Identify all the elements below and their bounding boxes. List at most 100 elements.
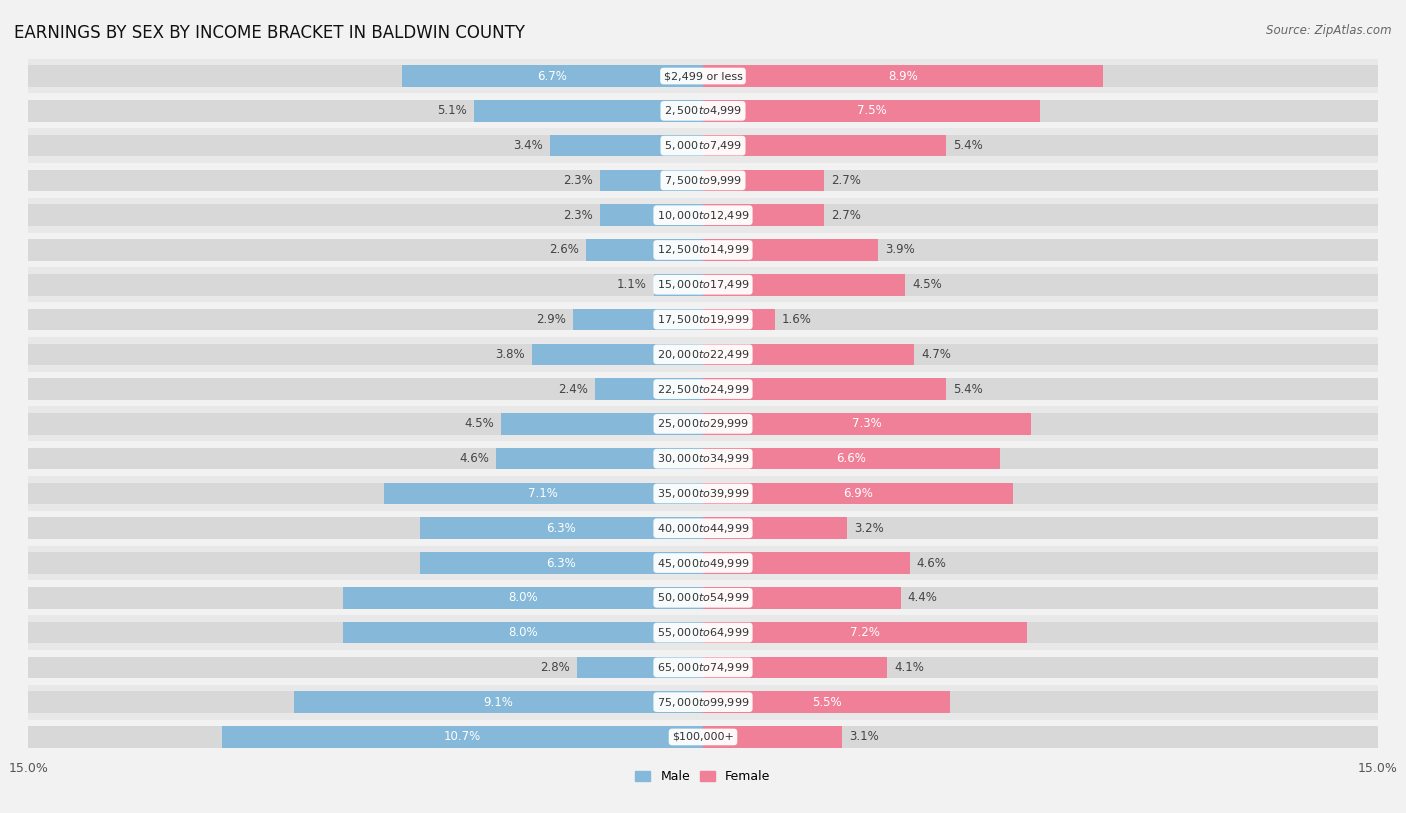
Bar (28, 476, 1378, 511)
Text: 4.4%: 4.4% (908, 591, 938, 604)
Bar (28, 239, 703, 261)
Bar (28, 344, 703, 365)
Bar (28, 309, 703, 330)
Bar (28, 448, 703, 469)
Bar (28, 378, 703, 400)
Text: $12,500 to $14,999: $12,500 to $14,999 (657, 243, 749, 256)
Text: 5.4%: 5.4% (953, 383, 983, 396)
Bar (28, 657, 703, 678)
Bar (28, 726, 703, 748)
Bar (28, 406, 1378, 441)
Bar (550, 135, 703, 156)
Text: 6.3%: 6.3% (547, 522, 576, 535)
Text: 8.0%: 8.0% (508, 626, 538, 639)
Text: 3.8%: 3.8% (496, 348, 526, 361)
Bar (419, 552, 703, 574)
Text: $17,500 to $19,999: $17,500 to $19,999 (657, 313, 749, 326)
Text: $40,000 to $44,999: $40,000 to $44,999 (657, 522, 749, 535)
Bar (703, 448, 1000, 469)
Text: 6.3%: 6.3% (547, 557, 576, 570)
Text: $5,000 to $7,499: $5,000 to $7,499 (664, 139, 742, 152)
Bar (28, 685, 1378, 720)
Bar (28, 204, 703, 226)
Bar (654, 274, 703, 296)
Bar (28, 483, 703, 504)
Bar (28, 615, 1378, 650)
Text: 6.7%: 6.7% (537, 70, 567, 83)
Text: 4.6%: 4.6% (917, 557, 946, 570)
Bar (599, 170, 703, 191)
Bar (703, 691, 950, 713)
Text: 7.1%: 7.1% (529, 487, 558, 500)
Text: 2.9%: 2.9% (536, 313, 565, 326)
Bar (586, 239, 703, 261)
Text: $55,000 to $64,999: $55,000 to $64,999 (657, 626, 749, 639)
Bar (384, 483, 703, 504)
Bar (28, 546, 1378, 580)
Bar (703, 100, 1378, 122)
Text: 6.6%: 6.6% (837, 452, 866, 465)
Text: 3.9%: 3.9% (886, 243, 915, 256)
Bar (402, 65, 703, 87)
Bar (28, 65, 703, 87)
Legend: Male, Female: Male, Female (630, 765, 776, 789)
Bar (572, 309, 703, 330)
Bar (703, 274, 905, 296)
Bar (703, 204, 1378, 226)
Text: EARNINGS BY SEX BY INCOME BRACKET IN BALDWIN COUNTY: EARNINGS BY SEX BY INCOME BRACKET IN BAL… (14, 24, 524, 42)
Bar (703, 344, 1378, 365)
Bar (703, 65, 1378, 87)
Bar (28, 511, 1378, 546)
Text: $10,000 to $12,499: $10,000 to $12,499 (657, 209, 749, 222)
Text: 2.4%: 2.4% (558, 383, 588, 396)
Bar (28, 441, 1378, 476)
Bar (703, 344, 914, 365)
Bar (28, 198, 1378, 233)
Bar (28, 587, 703, 609)
Bar (28, 163, 1378, 198)
Bar (28, 93, 1378, 128)
Bar (28, 413, 703, 435)
Bar (703, 483, 1014, 504)
Text: $30,000 to $34,999: $30,000 to $34,999 (657, 452, 749, 465)
Bar (703, 100, 1040, 122)
Text: 7.5%: 7.5% (856, 104, 887, 117)
Text: 10.7%: 10.7% (444, 730, 481, 743)
Bar (703, 552, 1378, 574)
Bar (703, 274, 1378, 296)
Bar (28, 622, 703, 643)
Bar (28, 691, 703, 713)
Text: $45,000 to $49,999: $45,000 to $49,999 (657, 557, 749, 570)
Bar (28, 552, 703, 574)
Bar (28, 302, 1378, 337)
Bar (703, 483, 1378, 504)
Bar (703, 309, 775, 330)
Bar (28, 128, 1378, 163)
Text: 5.5%: 5.5% (811, 696, 842, 709)
Bar (28, 233, 1378, 267)
Bar (703, 309, 1378, 330)
Bar (343, 587, 703, 609)
Bar (343, 622, 703, 643)
Bar (28, 274, 703, 296)
Text: $15,000 to $17,499: $15,000 to $17,499 (657, 278, 749, 291)
Bar (28, 59, 1378, 93)
Bar (294, 691, 703, 713)
Text: $100,000+: $100,000+ (672, 732, 734, 742)
Bar (28, 720, 1378, 754)
Bar (28, 337, 1378, 372)
Bar (703, 726, 1378, 748)
Bar (703, 378, 946, 400)
Bar (28, 100, 703, 122)
Bar (703, 622, 1378, 643)
Text: $22,500 to $24,999: $22,500 to $24,999 (657, 383, 749, 396)
Text: 9.1%: 9.1% (484, 696, 513, 709)
Bar (576, 657, 703, 678)
Text: $20,000 to $22,499: $20,000 to $22,499 (657, 348, 749, 361)
Bar (419, 517, 703, 539)
Bar (474, 100, 703, 122)
Text: Source: ZipAtlas.com: Source: ZipAtlas.com (1267, 24, 1392, 37)
Bar (595, 378, 703, 400)
Text: 7.2%: 7.2% (851, 626, 880, 639)
Bar (28, 372, 1378, 406)
